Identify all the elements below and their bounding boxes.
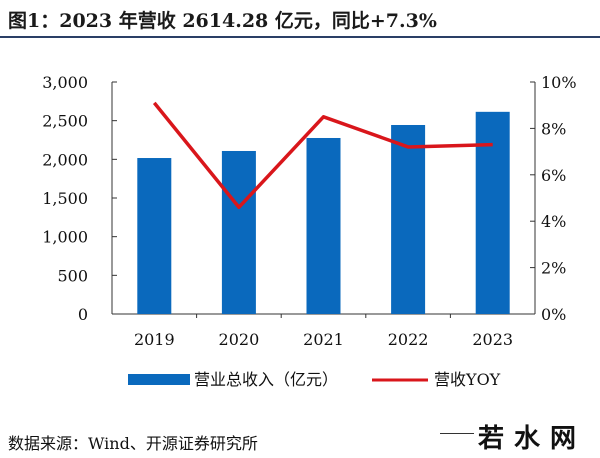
left-tick-label: 2,500: [42, 112, 88, 131]
watermark-logo: 若水网: [478, 424, 587, 454]
right-tick-label: 8%: [541, 119, 566, 138]
bar-2020: [221, 150, 256, 314]
right-tick-label: 6%: [541, 166, 566, 185]
x-tick-label: 2021: [303, 330, 344, 349]
bar-2022: [391, 124, 426, 314]
left-tick-label: 2,000: [42, 150, 88, 169]
chart-title: 图1：2023 年营收 2614.28 亿元，同比+7.3%: [8, 10, 437, 32]
right-tick-label: 4%: [541, 212, 566, 231]
right-tick-label: 0%: [541, 305, 566, 324]
legend-bar-swatch: [128, 374, 190, 385]
left-tick-label: 1,500: [42, 189, 88, 208]
legend-line-label: 营收YOY: [434, 370, 501, 389]
x-tick-label: 2023: [472, 330, 513, 349]
bar-2019: [137, 158, 172, 314]
left-tick-label: 500: [57, 266, 88, 285]
x-tick-label: 2022: [388, 330, 429, 349]
legend-bar-label: 营业总收入（亿元）: [194, 370, 338, 389]
left-tick-label: 1,000: [42, 228, 88, 247]
x-tick-label: 2019: [134, 330, 175, 349]
watermark-line: [440, 433, 474, 434]
right-tick-label: 2%: [541, 259, 566, 278]
left-tick-label: 0: [78, 305, 88, 324]
title-divider: [0, 36, 600, 38]
bar-2021: [306, 137, 341, 314]
left-tick-label: 3,000: [42, 73, 88, 92]
right-tick-label: 10%: [541, 73, 577, 92]
x-tick-label: 2020: [219, 330, 260, 349]
bar-2023: [475, 111, 510, 314]
source-note: 数据来源：Wind、开源证券研究所: [8, 434, 258, 453]
